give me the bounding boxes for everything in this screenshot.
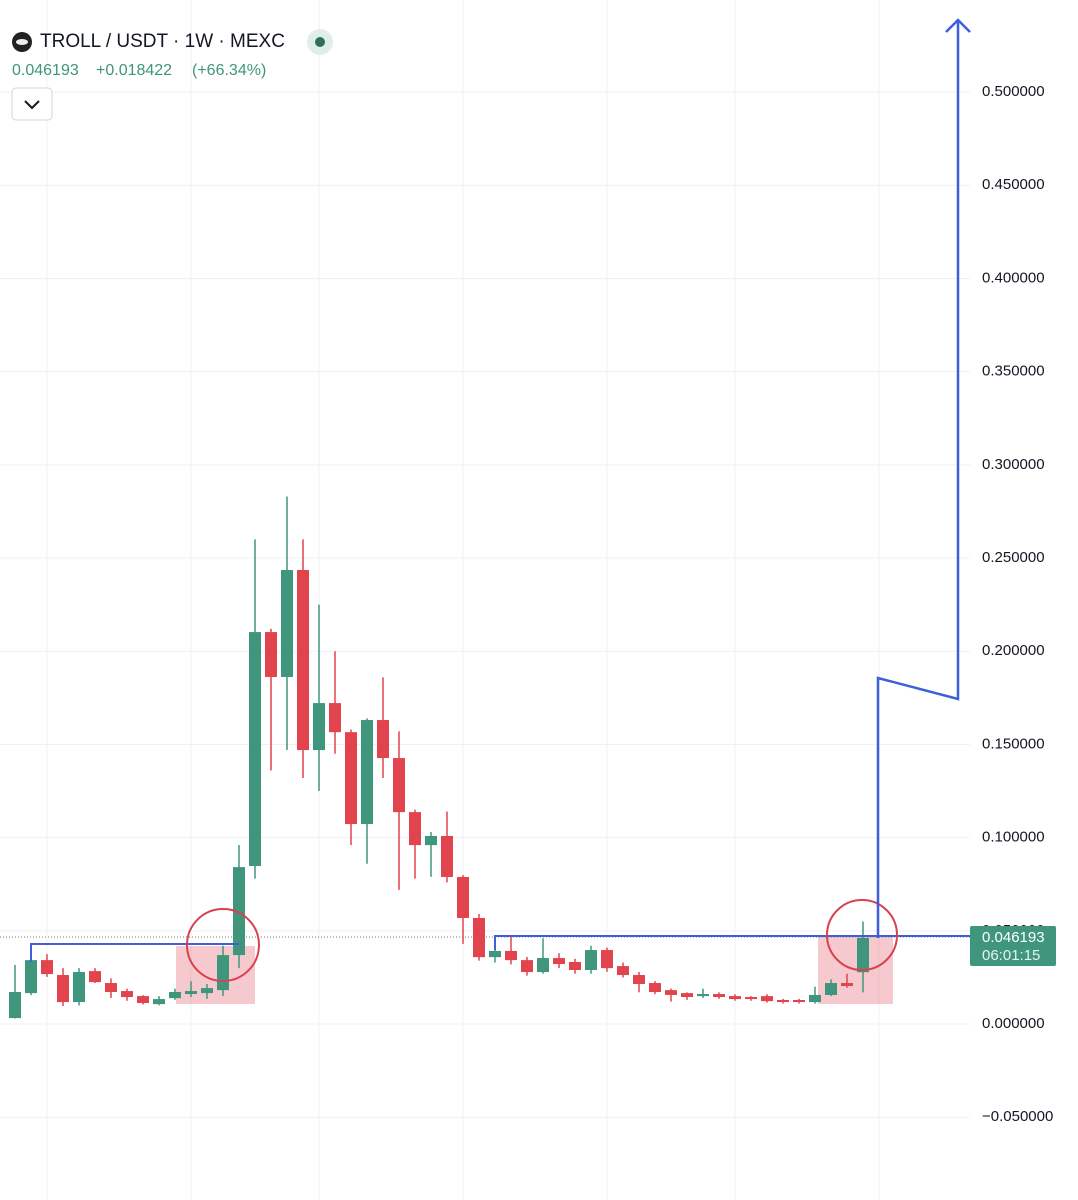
candle-body bbox=[265, 632, 277, 677]
candle-body bbox=[345, 732, 357, 825]
y-tick-label: 0.350000 bbox=[982, 363, 1045, 380]
chart-title: TROLL / USDT · 1W · MEXC bbox=[40, 31, 285, 52]
candle-body bbox=[665, 990, 677, 995]
y-tick-label: 0.500000 bbox=[982, 83, 1045, 100]
y-tick-label: 0.000000 bbox=[982, 1015, 1045, 1032]
candle-body bbox=[649, 983, 661, 992]
candle-body bbox=[825, 983, 837, 995]
candle-body bbox=[297, 569, 309, 751]
candle-body bbox=[473, 917, 485, 958]
candles bbox=[9, 496, 869, 1019]
candle-body bbox=[761, 996, 773, 1002]
highlight-circle bbox=[186, 908, 260, 982]
candle-body bbox=[521, 960, 533, 973]
candle-body bbox=[489, 950, 501, 958]
candle-body bbox=[809, 994, 821, 1003]
candle-body bbox=[841, 983, 853, 987]
price-box bbox=[970, 926, 1056, 966]
vertical-grid bbox=[46, 0, 880, 1200]
candle-body bbox=[393, 758, 405, 813]
candle-body bbox=[713, 994, 725, 998]
candle-body bbox=[313, 703, 325, 751]
countdown-label: 06:01:15 bbox=[982, 947, 1040, 964]
y-tick-label: 0.250000 bbox=[982, 549, 1045, 566]
candle-body bbox=[57, 975, 69, 1003]
status-dot bbox=[315, 37, 325, 47]
candle-body bbox=[73, 972, 85, 1003]
y-tick-label: 0.200000 bbox=[982, 642, 1045, 659]
candle-body bbox=[409, 812, 421, 846]
highlight-circle bbox=[826, 899, 898, 971]
candle-body bbox=[377, 720, 389, 759]
candle-body bbox=[201, 988, 213, 994]
y-tick-label: 0.300000 bbox=[982, 456, 1045, 473]
y-tick-label: 0.450000 bbox=[982, 176, 1045, 193]
y-tick-label: 0.150000 bbox=[982, 735, 1045, 752]
collapse-button[interactable] bbox=[11, 87, 53, 121]
candle-body bbox=[9, 991, 21, 1019]
level-line bbox=[494, 935, 970, 950]
price-change: +0.018422 bbox=[96, 62, 172, 79]
candle-body bbox=[169, 991, 181, 999]
candle-body bbox=[121, 991, 133, 998]
candle-body bbox=[457, 876, 469, 918]
candle-body bbox=[217, 955, 229, 991]
candle-body bbox=[697, 994, 709, 997]
candle-body bbox=[361, 720, 373, 825]
price-change-percent: (+66.34%) bbox=[192, 62, 266, 79]
candle-body bbox=[505, 950, 517, 961]
candle-body bbox=[249, 632, 261, 866]
price-label: 0.046193 bbox=[982, 929, 1045, 946]
last-price: 0.046193 bbox=[12, 62, 79, 79]
chevron-icon bbox=[24, 100, 40, 110]
candle-body bbox=[681, 993, 693, 998]
candle-body bbox=[329, 703, 341, 733]
candle-body bbox=[425, 835, 437, 846]
candle-body bbox=[441, 835, 453, 877]
candle-body bbox=[537, 958, 549, 973]
candle-body bbox=[233, 867, 245, 956]
coin-icon-face bbox=[16, 39, 28, 45]
y-tick-label: 0.100000 bbox=[982, 829, 1045, 846]
y-tick-label: 0.400000 bbox=[982, 269, 1045, 286]
candle-body bbox=[553, 958, 565, 965]
candle-body bbox=[745, 997, 757, 1000]
candle-body bbox=[633, 975, 645, 984]
candle-body bbox=[153, 999, 165, 1005]
candle-body bbox=[137, 996, 149, 1003]
candle-body bbox=[105, 983, 117, 992]
candle-body bbox=[857, 937, 869, 973]
candle-body bbox=[89, 971, 101, 983]
candle-body bbox=[25, 960, 37, 994]
y-tick-label: −0.050000 bbox=[982, 1108, 1053, 1125]
candle-body bbox=[617, 966, 629, 976]
candle-body bbox=[601, 950, 613, 969]
grid bbox=[0, 91, 970, 1118]
candle-body bbox=[185, 991, 197, 995]
level-line bbox=[30, 943, 239, 962]
candle-body bbox=[793, 1000, 805, 1003]
y-axis: −0.0500000.0000000.0500000.1000000.15000… bbox=[982, 83, 1053, 1125]
arrow-head bbox=[945, 18, 971, 33]
candle-body bbox=[729, 996, 741, 1000]
candle-body bbox=[281, 569, 293, 677]
candle-body bbox=[41, 960, 53, 975]
candle-body bbox=[569, 961, 581, 970]
projection-arrow bbox=[876, 22, 960, 938]
candle-body bbox=[585, 950, 597, 970]
candle-body bbox=[777, 1000, 789, 1003]
